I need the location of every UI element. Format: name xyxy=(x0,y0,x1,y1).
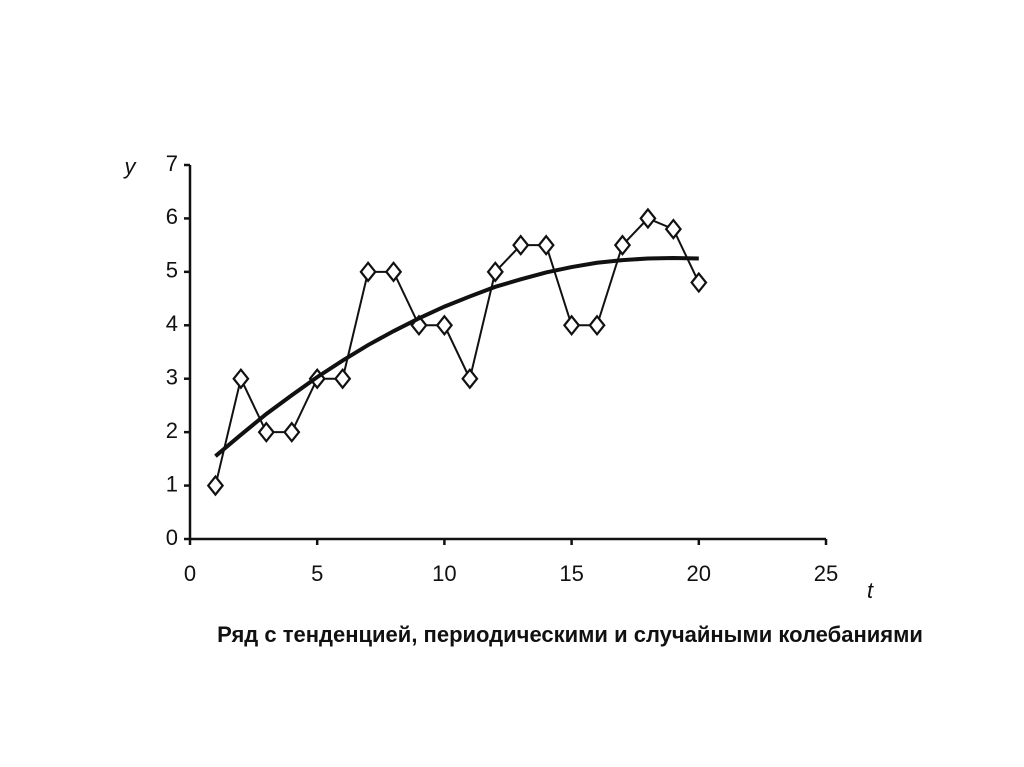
x-tick-label: 25 xyxy=(814,561,838,586)
point xyxy=(486,261,504,283)
point xyxy=(690,271,708,294)
x-tick-label: 20 xyxy=(687,561,711,586)
chart-title: Ряд с тенденцией, периодическими и случа… xyxy=(217,622,923,647)
x-tick-label: 5 xyxy=(311,561,323,586)
point xyxy=(232,367,250,390)
y-tick-label: 7 xyxy=(166,151,178,176)
y-tick-label: 6 xyxy=(166,204,178,229)
y-tick-label: 2 xyxy=(166,418,178,443)
point xyxy=(588,314,606,337)
y-tick-label: 1 xyxy=(166,471,178,496)
point xyxy=(334,367,352,390)
point xyxy=(257,421,275,443)
x-tick-label: 10 xyxy=(432,561,456,586)
point xyxy=(435,314,454,337)
point xyxy=(562,314,581,337)
point xyxy=(613,234,632,256)
series-line xyxy=(214,217,700,486)
x-tick-label: 15 xyxy=(559,561,583,586)
point xyxy=(359,261,377,283)
point xyxy=(384,261,403,283)
point xyxy=(639,207,657,230)
trend-line xyxy=(214,255,699,458)
x-axis-label: t xyxy=(867,578,874,603)
point xyxy=(206,474,225,497)
y-tick-label: 3 xyxy=(166,365,178,390)
y-tick-label: 5 xyxy=(166,258,178,283)
point xyxy=(461,367,479,390)
point xyxy=(283,421,301,443)
y-axis-label: y xyxy=(123,154,138,179)
point xyxy=(537,234,555,256)
x-tick-label: 0 xyxy=(184,561,196,586)
point xyxy=(664,218,682,240)
point xyxy=(512,234,530,256)
y-tick-label: 0 xyxy=(166,525,178,550)
y-tick-label: 4 xyxy=(166,311,178,336)
